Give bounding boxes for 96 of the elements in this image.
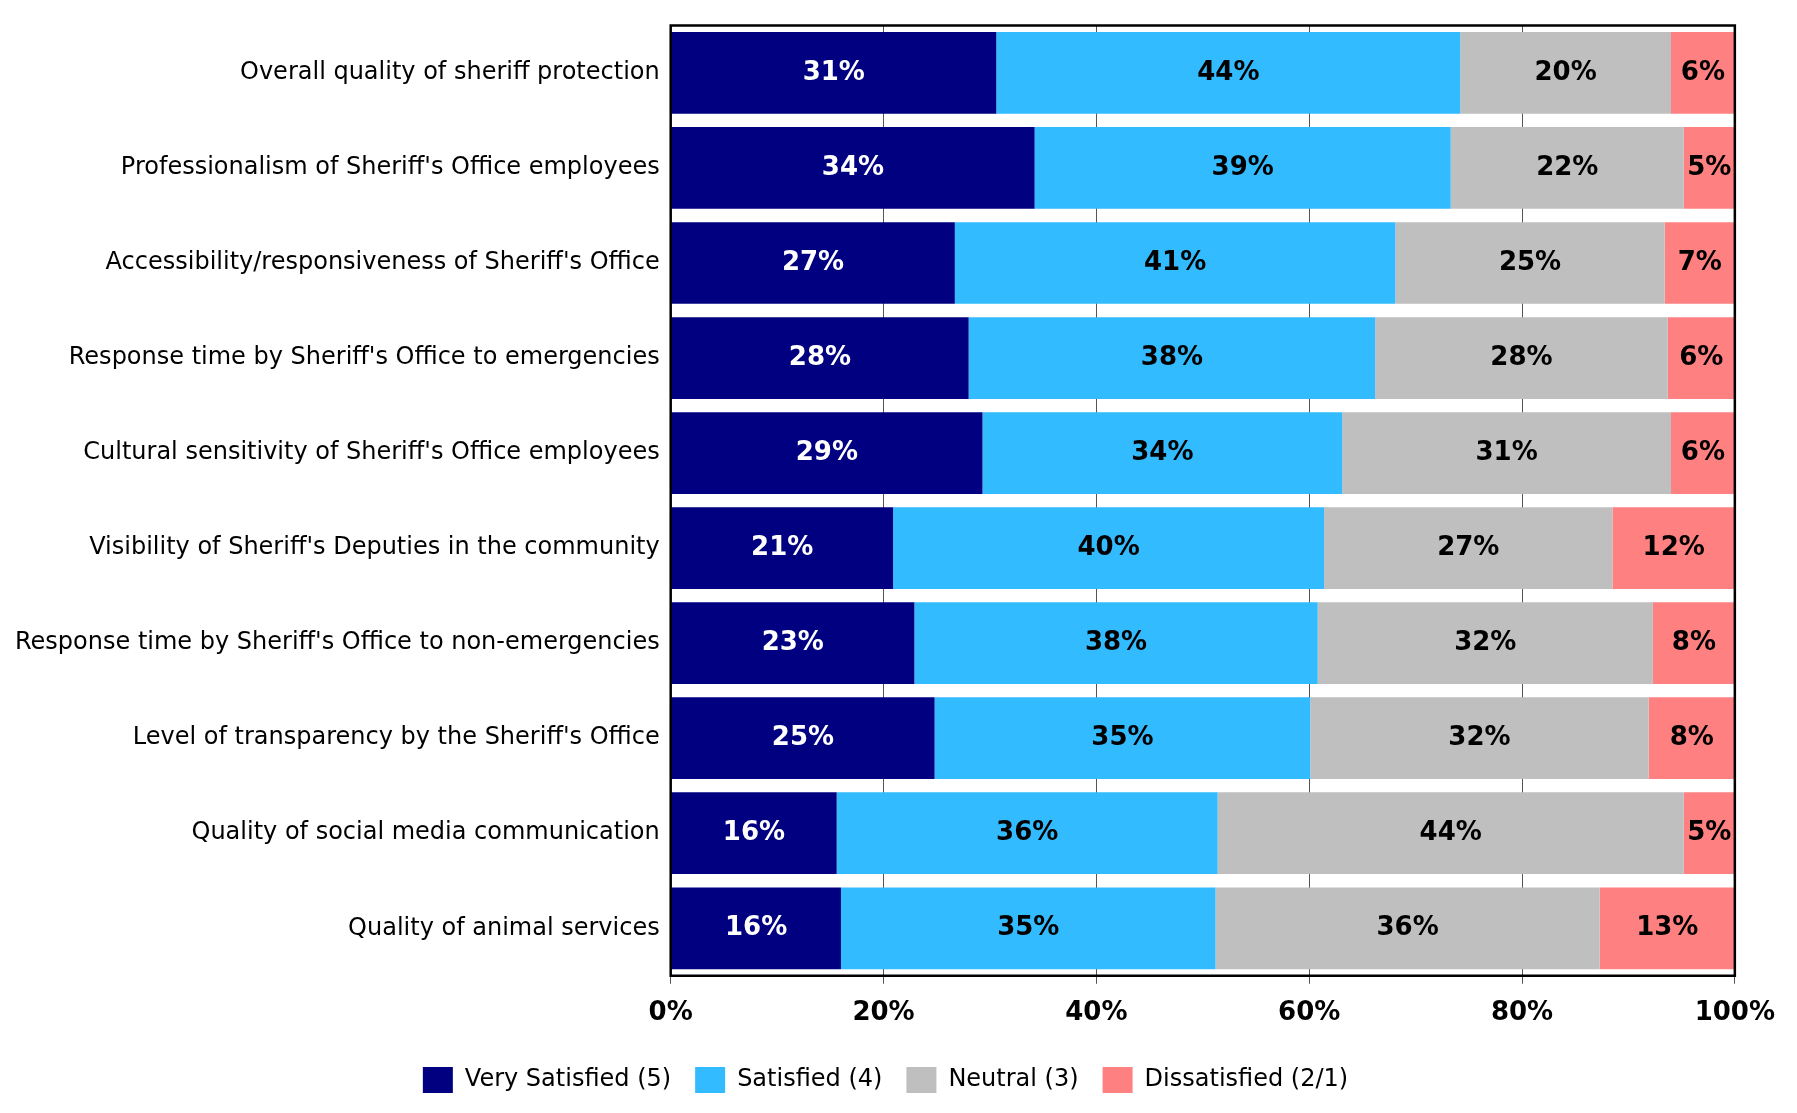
data-label: 31%	[802, 55, 865, 86]
y-tick-label: Professionalism of Sheriff's Office employees	[120, 152, 660, 181]
bar	[968, 317, 1376, 399]
legend-label: Neutral (3)	[948, 1064, 1079, 1093]
x-tick-label: 60%	[1278, 996, 1341, 1027]
bar	[1648, 697, 1735, 780]
data-label: 39%	[1211, 150, 1274, 181]
data-label: 27%	[781, 245, 845, 276]
bar	[671, 792, 837, 875]
bar	[982, 412, 1343, 494]
x-tick-label: 100%	[1694, 996, 1775, 1027]
bar	[1450, 127, 1684, 209]
data-label: 35%	[997, 911, 1060, 942]
bar	[671, 222, 955, 304]
data-label: 5%	[1687, 815, 1732, 846]
y-tick-label: Level of transparency by the Sheriff's Office	[132, 722, 660, 751]
data-label: 28%	[1490, 340, 1553, 371]
data-label: 20%	[1534, 55, 1597, 86]
data-label: 6%	[1680, 55, 1725, 86]
bar	[1317, 602, 1653, 685]
data-label: 25%	[1498, 245, 1562, 276]
bar	[1034, 127, 1451, 209]
data-label: 32%	[1454, 625, 1517, 656]
data-label: 35%	[1091, 720, 1154, 751]
x-tick-label: 80%	[1490, 996, 1554, 1027]
bar	[996, 32, 1461, 114]
bar	[1460, 32, 1671, 114]
data-label: 27%	[1437, 530, 1500, 561]
x-tick-label: 0%	[648, 996, 693, 1027]
y-tick-label: Response time by Sheriff's Office to emergencies	[68, 342, 660, 371]
data-label: 6%	[1680, 435, 1725, 466]
data-label: 8%	[1669, 720, 1714, 751]
data-label: 7%	[1677, 245, 1722, 276]
data-label: 40%	[1077, 530, 1140, 561]
data-label: 38%	[1084, 625, 1148, 656]
bar	[671, 412, 983, 494]
data-label: 44%	[1197, 55, 1260, 86]
x-tick-label: 20%	[852, 996, 915, 1027]
y-tick-label: Cultural sensitivity of Sheriff's Office employees	[83, 437, 660, 466]
bar	[1342, 412, 1671, 494]
bar	[671, 697, 935, 780]
data-label: 16%	[722, 815, 786, 846]
legend-label: Dissatisfied (2/1)	[1144, 1064, 1349, 1093]
bar	[840, 887, 1216, 970]
y-tick-label: Quality of animal services	[348, 912, 660, 941]
data-label: 13%	[1636, 911, 1699, 942]
data-label: 23%	[761, 625, 824, 656]
bar	[1217, 792, 1684, 875]
data-label: 28%	[788, 340, 852, 371]
bar	[1395, 222, 1665, 304]
data-label: 16%	[724, 911, 788, 942]
data-label: 5%	[1687, 150, 1732, 181]
bar	[1310, 697, 1649, 780]
data-label: 21%	[751, 530, 814, 561]
data-label: 31%	[1475, 435, 1538, 466]
bar	[671, 317, 969, 399]
bar	[914, 602, 1318, 685]
bar	[671, 887, 841, 970]
bar	[671, 32, 997, 114]
bar	[671, 507, 894, 589]
legend-label: Satisfied (4)	[737, 1064, 883, 1093]
data-label: 38%	[1140, 340, 1204, 371]
legend-label: Very Satisfied (5)	[464, 1064, 672, 1093]
data-label: 6%	[1679, 340, 1724, 371]
data-label: 44%	[1419, 815, 1482, 846]
y-tick-label: Overall quality of sheriff protection	[240, 57, 660, 86]
data-label: 32%	[1448, 720, 1511, 751]
data-label: 34%	[821, 150, 885, 181]
bar	[954, 222, 1396, 304]
y-tick-label: Quality of social media communication	[191, 817, 660, 846]
y-tick-label: Accessibility/responsiveness of Sheriff's Office	[105, 247, 660, 276]
data-label: 29%	[795, 435, 858, 466]
bar	[934, 697, 1311, 780]
bar	[671, 127, 1035, 209]
bar	[1664, 222, 1735, 304]
bar	[893, 507, 1325, 589]
bar	[1612, 507, 1735, 589]
bar	[1667, 317, 1735, 399]
y-tick-label: Visibility of Sheriff's Deputies in the community	[89, 532, 660, 561]
bar	[836, 792, 1218, 875]
data-label: 36%	[996, 815, 1059, 846]
bar	[1324, 507, 1613, 589]
bar	[671, 602, 915, 685]
data-label: 12%	[1642, 530, 1705, 561]
bar	[1599, 887, 1735, 970]
x-tick-label: 40%	[1065, 996, 1128, 1027]
data-label: 41%	[1143, 245, 1207, 276]
data-label: 34%	[1131, 435, 1194, 466]
data-label: 36%	[1376, 911, 1439, 942]
bar	[1375, 317, 1668, 399]
bar	[1215, 887, 1600, 970]
data-label: 8%	[1671, 625, 1716, 656]
data-label: 25%	[771, 720, 835, 751]
y-tick-label: Response time by Sheriff's Office to non-emergencies	[14, 627, 660, 656]
data-label: 22%	[1536, 150, 1599, 181]
bar	[1652, 602, 1735, 685]
